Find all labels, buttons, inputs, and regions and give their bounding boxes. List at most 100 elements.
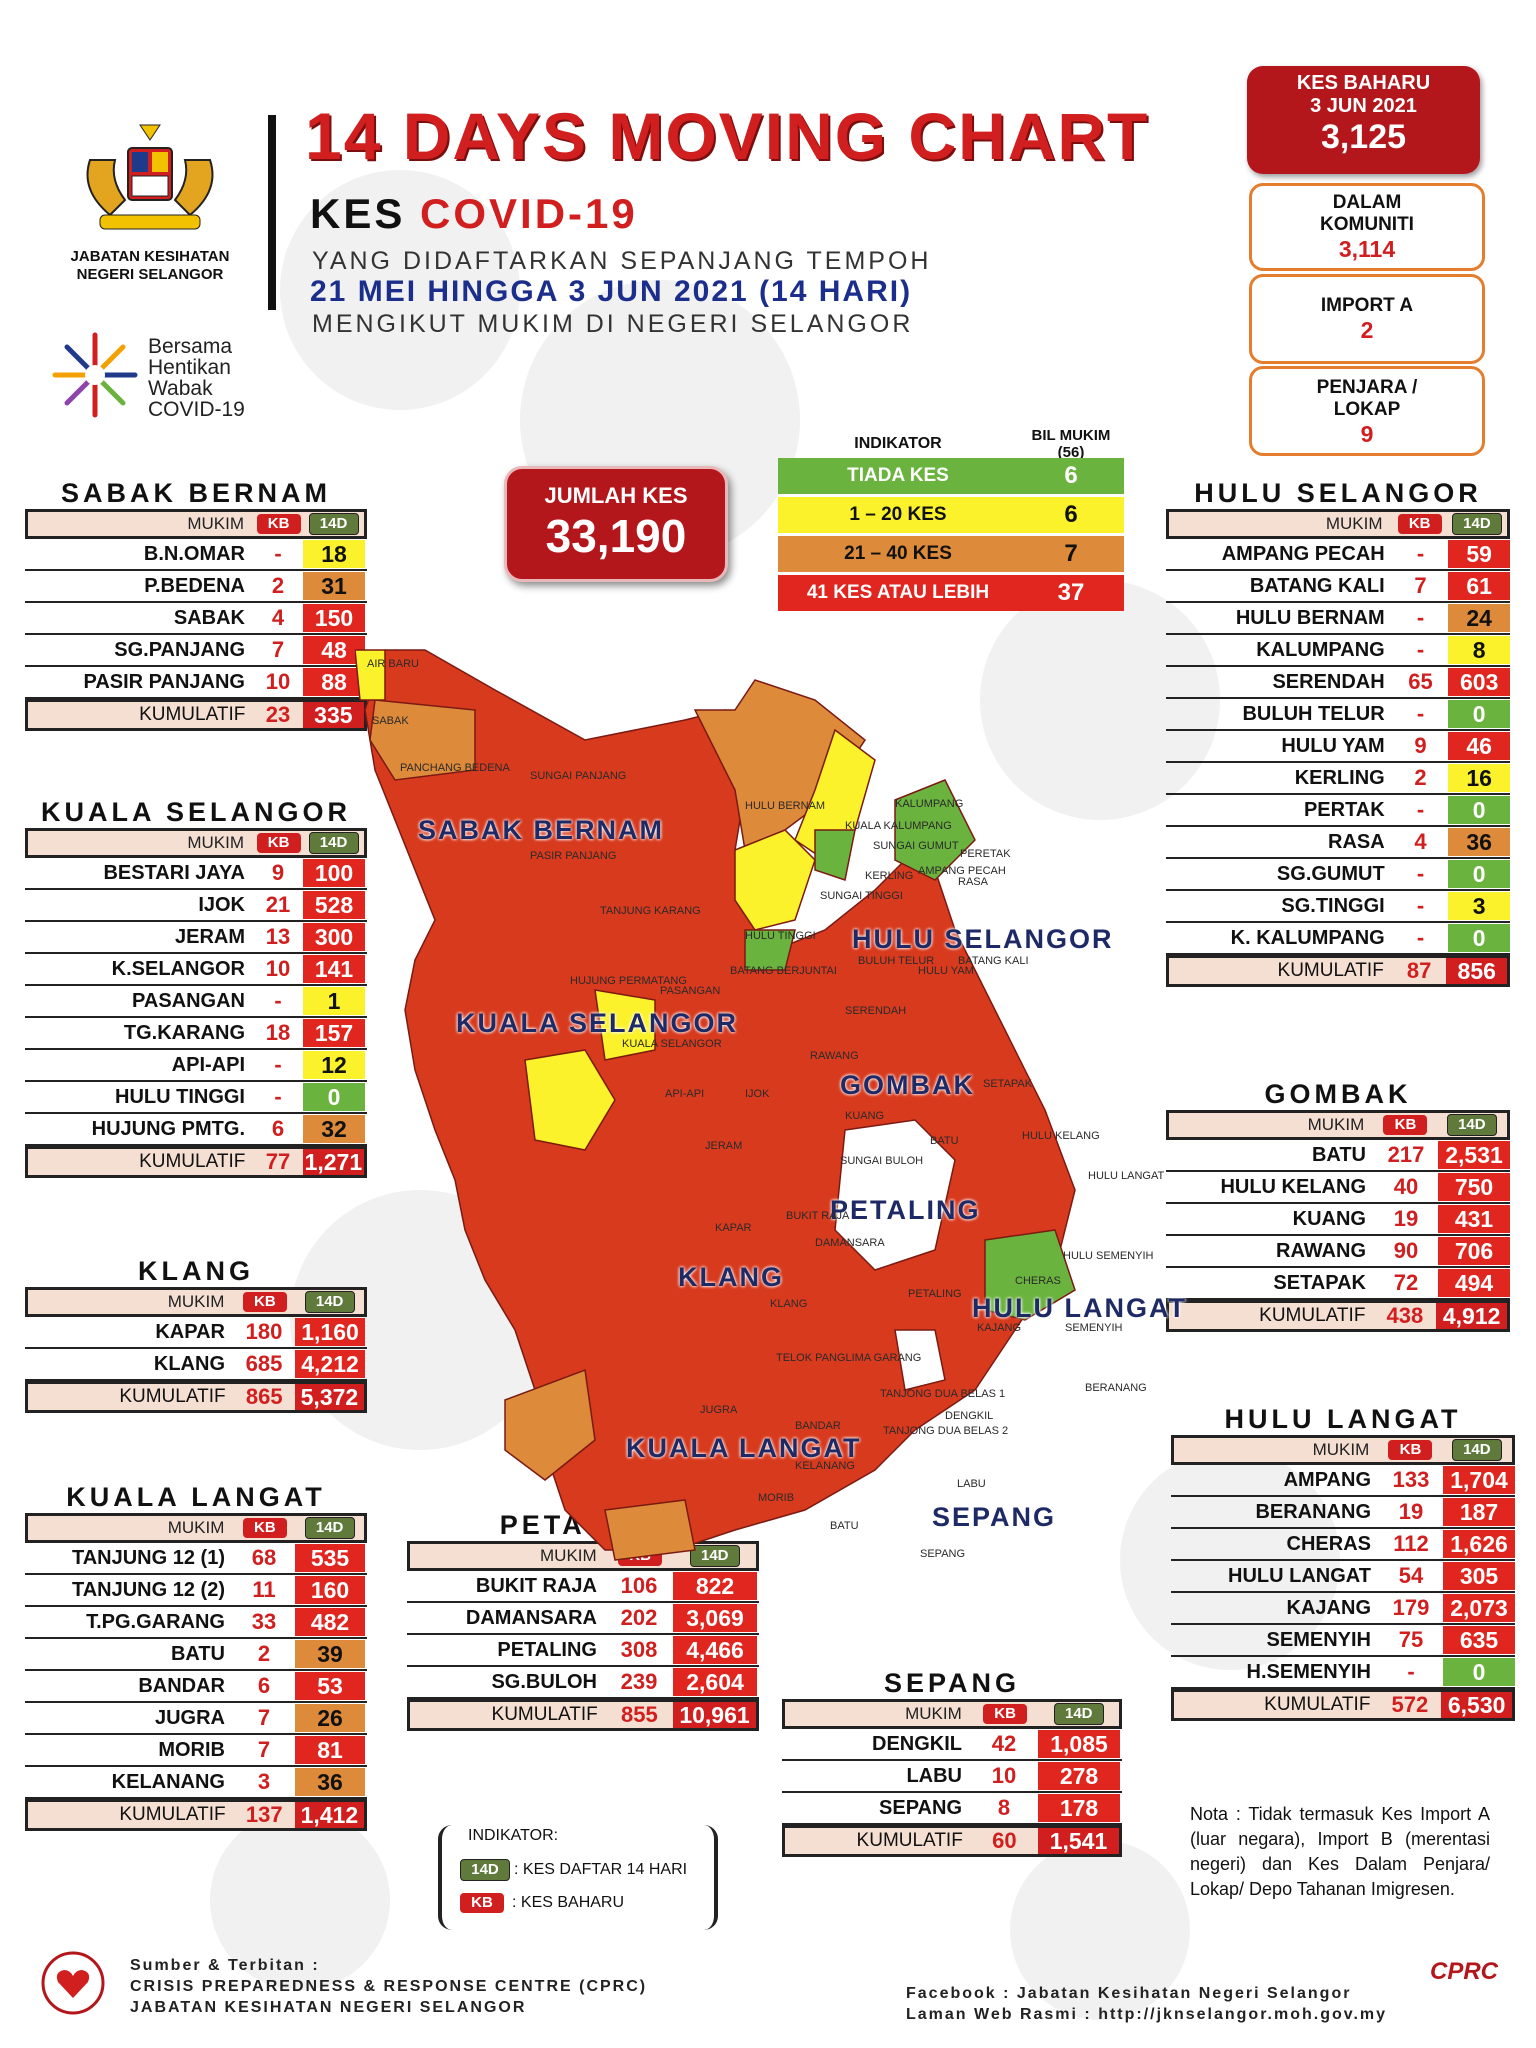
map-region-sungai-tinggi [734,829,816,931]
indicator-row: 21 – 40 KES 7 [778,536,1124,572]
table-row: KAJANG 179 2,073 [1171,1593,1515,1625]
mukim-name: DAMANSARA [465,1606,597,1629]
map-small-label: LABU [957,1478,986,1490]
kb-value: 3 [257,1769,271,1794]
table-row: SG.PANJANG 7 48 [25,635,367,667]
kb-value: - [274,1084,282,1109]
table-row: HULU KELANG 40 750 [1166,1172,1510,1204]
kumulatif-14d: 1,412 [294,1802,364,1828]
map-label-sabak-bernam: SABAK BERNAM [418,815,664,845]
table-row: HULU LANGAT 54 305 [1171,1561,1515,1593]
d14-badge: 14D [1451,1439,1502,1461]
kb-value: 18 [265,1020,291,1045]
table-row: IJOK 21 528 [25,890,367,922]
coat-of-arms-logo [86,124,214,230]
mukim-name: BESTARI JAYA [103,861,245,884]
header-mukim: MUKIM [167,1292,225,1311]
header-14d-cell: 14D [673,1545,756,1567]
campaign-line-4: COVID-19 [148,398,245,421]
d14-value: 46 [1448,732,1511,760]
kes-baharu-value: 3,125 [1320,118,1407,156]
kb-value: 7 [1414,573,1427,598]
map-small-label: BULUH TELUR [858,955,935,967]
header-14d-cell: 14D [303,832,364,854]
kb-value: - [1416,701,1425,726]
table-row: BANDAR 6 53 [25,1671,367,1703]
table-row: K.SELANGOR 10 141 [25,954,367,986]
kumulatif-kb: 77 [265,1149,291,1174]
indicator-count: 6 [1018,458,1124,494]
table-row: TG.KARANG 18 157 [25,1018,367,1050]
kb-value: 4 [1414,829,1427,854]
table-header: MUKIM KB 14D [25,1287,367,1317]
d14-value: 635 [1443,1626,1515,1654]
header-kb-cell: KB [1392,514,1446,534]
header-kb-cell: KB [1379,1440,1441,1460]
d14-value: 88 [303,668,365,696]
subtitle-date-range: 21 MEI HINGGA 3 JUN 2021 (14 HARI) [310,275,913,308]
d14-badge: 14D [1451,513,1502,535]
header-kb-cell: KB [972,1704,1039,1724]
d14-value: 528 [303,891,365,919]
map-label-hulu-selangor: HULU SELANGOR [852,924,1114,954]
d14-value: 3,069 [673,1604,757,1632]
indicator-count: 6 [1018,497,1124,533]
table-row: AMPANG PECAH -59 [1166,539,1511,571]
kes-baharu-box: KES BAHARU 3 JUN 2021 3,125 [1247,66,1480,174]
map-small-label: BATANG KALI [958,955,1029,967]
table-row: JUGRA 7 26 [25,1703,367,1735]
map-small-label: HULU BERNAM [745,800,826,812]
campaign-text: Bersama Hentikan Wabak COVID-19 [148,336,245,420]
mukim-name: T.PG.GARANG [86,1610,225,1633]
kumulatif-kb: 137 [245,1802,283,1827]
jumlah-label: JUMLAH KES [544,483,688,508]
table-gombak: GOMBAK MUKIM KB 14D BATU 217 2,531 HULU KELANG 4… [1166,1079,1510,1332]
d14-value: 2,604 [673,1668,757,1696]
table-row: T.PG.GARANG 33 482 [25,1607,367,1639]
legend-14d-badge: 14D [460,1859,510,1881]
kb-value: - [1416,893,1425,918]
ministry-badge-logo [41,1951,105,2015]
d14-badge: 14D [308,513,359,535]
kb-value: - [1416,637,1425,662]
kb-value: - [274,541,282,566]
map-small-label: KERLING [865,870,914,882]
map-small-label: SUNGAI TINGGI [820,890,903,902]
legend-row-14d: 14D : KES DAFTAR 14 HARI [460,1859,687,1881]
mukim-name: SG.TINGGI [1281,894,1385,917]
d14-value: 160 [295,1576,365,1604]
import-label: IMPORT A [1320,295,1414,316]
kb-value: 33 [251,1609,277,1634]
d14-value: 12 [303,1051,365,1079]
d14-badge: 14D [1053,1703,1104,1725]
indicator-row: TIADA KES 6 [778,458,1124,494]
district-title: KUALA SELANGOR [41,797,351,827]
mukim-name: JERAM [174,925,245,948]
table-row: AMPANG 133 1,704 [1171,1465,1515,1497]
d14-value: 431 [1438,1205,1510,1233]
map-small-label: PERETAK [960,848,1011,860]
table-kuala-selangor: KUALA SELANGOR MUKIM KB 14D BESTARI JAYA 9 100… [25,797,367,1178]
table-row: HULU YAM 9 46 [1166,731,1511,763]
mukim-name: AMPANG PECAH [1221,542,1385,565]
map-label-kuala-selangor: KUALA SELANGOR [456,1008,738,1038]
d14-value: 3 [1448,892,1511,920]
map-small-label: CHERAS [1015,1275,1061,1287]
cprc-logo: CPRC [1430,1958,1498,2008]
kb-value: 72 [1393,1270,1419,1295]
table-row: KERLING 2 16 [1166,763,1511,795]
mukim-name: KAJANG [1286,1596,1371,1619]
mukim-name: BATU [1311,1143,1366,1166]
d14-value: 8 [1448,636,1511,664]
footer-website: Laman Web Rasmi : http://jknselangor.moh… [906,2006,1388,2023]
kb-value: 7 [257,1737,271,1762]
kb-value: 13 [265,924,291,949]
header-mukim: MUKIM [1325,514,1383,533]
mukim-name: BATU [170,1642,225,1665]
table-row: PASIR PANJANG 10 88 [25,667,367,699]
kumulatif-label: KUMULATIF [119,1804,226,1825]
table-row: API-API -12 [25,1050,367,1082]
mukim-name: BANDAR [138,1674,225,1697]
mukim-name: SEMENYIH [1266,1628,1371,1651]
kb-value: 65 [1408,669,1433,694]
